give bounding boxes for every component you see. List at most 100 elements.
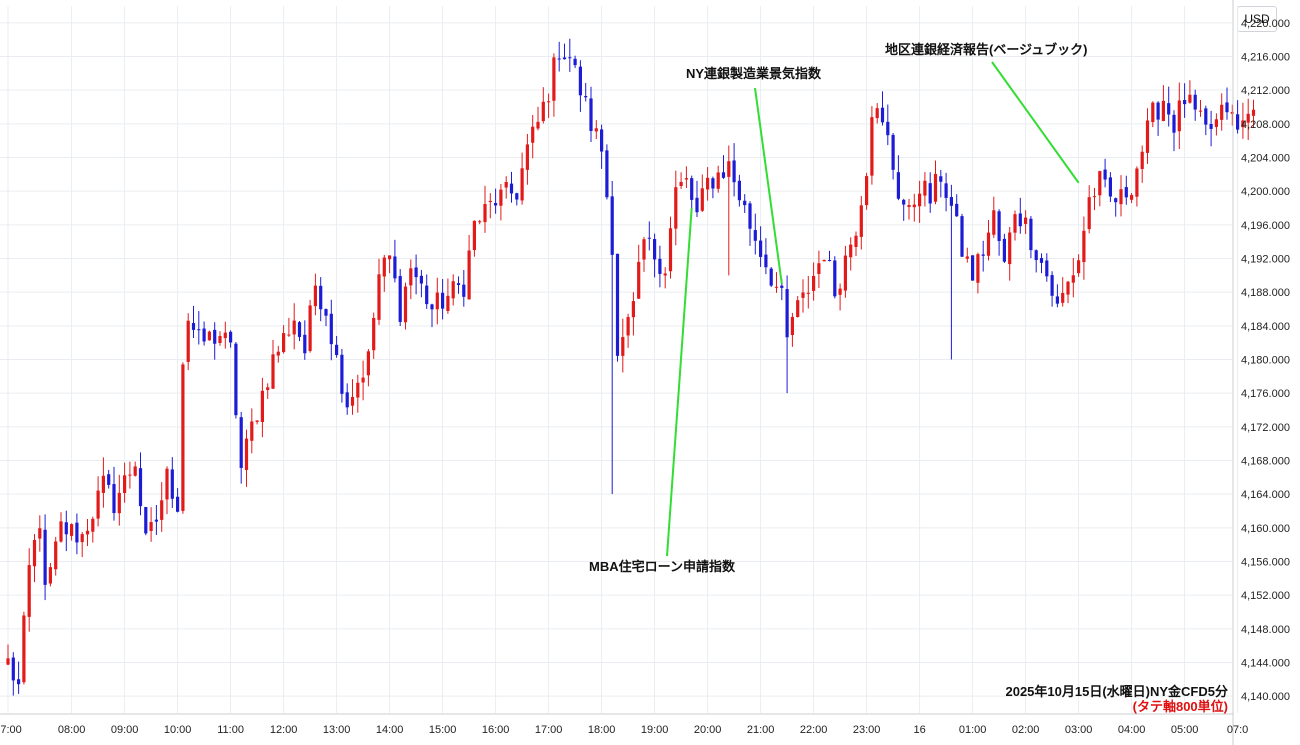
- candle-body: [144, 507, 148, 534]
- candle: [711, 176, 715, 199]
- candle-body: [43, 529, 47, 585]
- candle-body: [933, 173, 938, 202]
- candle-body: [244, 438, 249, 470]
- candle-body: [101, 475, 105, 493]
- candle: [32, 534, 37, 583]
- candle: [451, 274, 455, 306]
- candle: [674, 170, 678, 246]
- candle-body: [822, 259, 826, 262]
- y-tick-label: 4,220.000: [1241, 18, 1290, 30]
- candle: [1034, 249, 1038, 273]
- candle: [716, 165, 720, 193]
- candle-body: [107, 474, 111, 485]
- candle: [1050, 271, 1054, 307]
- candle: [1087, 185, 1091, 234]
- candle: [494, 188, 498, 214]
- candle-body: [605, 150, 609, 198]
- candle: [1230, 104, 1234, 126]
- candle: [202, 321, 206, 346]
- candle: [525, 133, 529, 185]
- y-tick-label: 4,204.000: [1241, 153, 1290, 165]
- candle: [1045, 253, 1049, 282]
- candle-body: [11, 657, 15, 681]
- candle-body: [562, 57, 567, 60]
- candle: [59, 512, 63, 543]
- candle: [191, 305, 196, 339]
- candle-body: [1050, 275, 1054, 296]
- candle: [615, 253, 620, 362]
- y-tick-label: 4,160.000: [1241, 523, 1290, 535]
- candle: [971, 255, 975, 281]
- candle: [1156, 101, 1160, 136]
- candle: [499, 183, 503, 221]
- candle: [1013, 210, 1017, 241]
- candle: [541, 87, 545, 124]
- candle: [764, 238, 768, 275]
- y-tick-label: 4,148.000: [1241, 624, 1290, 636]
- candle-body: [1087, 197, 1091, 230]
- candle-body: [1251, 109, 1256, 116]
- candle: [721, 155, 726, 179]
- candle: [568, 38, 572, 72]
- candle: [213, 322, 217, 360]
- candle: [695, 180, 699, 217]
- candle: [1039, 253, 1044, 274]
- candle: [785, 275, 789, 394]
- candle: [647, 221, 651, 251]
- candle: [1161, 85, 1165, 122]
- y-tick-label: 4,172.000: [1241, 422, 1290, 434]
- candle: [456, 276, 461, 294]
- candle-body: [886, 121, 890, 136]
- candle-body: [1188, 94, 1192, 103]
- candle-body: [324, 309, 328, 316]
- candle-body: [345, 392, 349, 408]
- candle-body: [647, 237, 651, 239]
- candle-body: [446, 295, 450, 311]
- candle-body: [117, 492, 121, 514]
- candle: [578, 60, 582, 112]
- candle-body: [229, 331, 233, 343]
- annotation-line: [991, 61, 1080, 184]
- chart-footer: 2025年10月15日(水曜日)NY金CFD5分(タテ軸800単位): [1005, 684, 1228, 714]
- candle-body: [960, 216, 964, 257]
- candle-body: [796, 300, 800, 318]
- candle-body: [557, 58, 561, 60]
- candle-body: [38, 528, 42, 539]
- candle-body: [880, 107, 885, 123]
- candle-body: [610, 196, 614, 255]
- candle: [875, 103, 879, 124]
- candle: [1140, 145, 1144, 183]
- candle: [1177, 82, 1181, 150]
- candle: [859, 196, 863, 250]
- candle: [244, 429, 249, 487]
- candle: [488, 193, 492, 219]
- candle-body: [319, 285, 323, 310]
- candle: [843, 245, 847, 298]
- candle: [91, 516, 95, 543]
- currency-label[interactable]: USD: [1237, 6, 1277, 32]
- candle-body: [456, 283, 461, 286]
- candle: [668, 216, 673, 279]
- candle: [1029, 216, 1033, 259]
- candle: [891, 132, 895, 180]
- candle: [520, 152, 524, 205]
- candle-body: [361, 377, 365, 383]
- candle: [562, 43, 567, 60]
- candle: [833, 256, 837, 299]
- candle: [462, 270, 466, 307]
- y-tick-label: 4,164.000: [1241, 489, 1290, 501]
- candle-body: [1145, 120, 1150, 153]
- candle-body: [912, 204, 916, 208]
- candle-body: [483, 204, 487, 223]
- candle: [653, 233, 657, 278]
- candle: [1130, 192, 1134, 204]
- candle: [11, 652, 15, 696]
- candle: [207, 330, 211, 341]
- candle-body: [22, 615, 26, 683]
- annotation-label: MBA住宅ローン申請指数: [589, 559, 736, 574]
- y-tick-label: 4,208.000: [1241, 119, 1290, 131]
- candle-body: [213, 329, 217, 344]
- candle: [133, 461, 137, 477]
